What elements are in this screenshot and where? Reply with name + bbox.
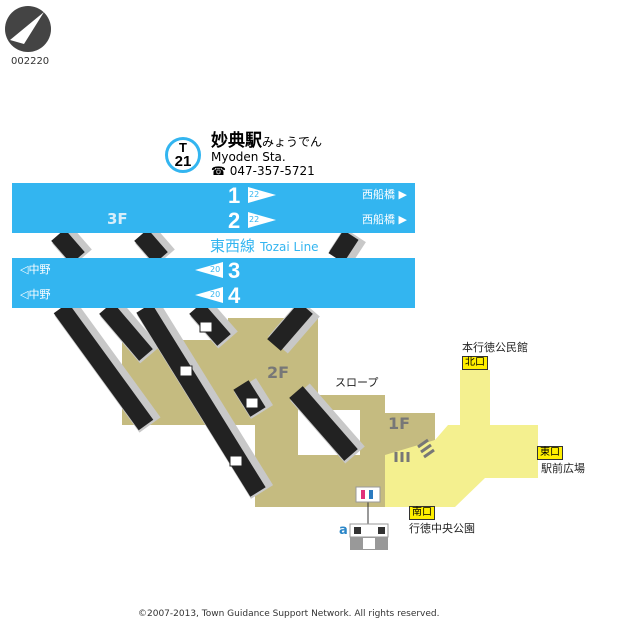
elevator-facility-icons	[349, 523, 389, 550]
phone-number: 047-357-5721	[229, 164, 315, 178]
exit-south: 南口	[409, 506, 435, 520]
station-badge: T 21	[165, 137, 201, 173]
car-count-badge	[248, 187, 276, 203]
line-name-ja: 東西線	[210, 237, 256, 255]
compass-icon	[5, 6, 51, 52]
line-name-en: Tozai Line	[260, 240, 319, 254]
stairs-marks	[394, 438, 435, 462]
floor-2f: 2F	[267, 363, 290, 382]
floor-3f: 3F	[107, 210, 128, 228]
map-id: 002220	[11, 56, 50, 67]
exit-east: 東口	[537, 446, 563, 460]
copyright: ©2007-2013, Town Guidance Support Networ…	[138, 609, 440, 619]
exit-north: 北口	[462, 356, 488, 370]
escalators	[51, 226, 366, 499]
concourse-2f	[122, 318, 435, 507]
station-name-kana: みょうでん	[262, 135, 323, 149]
station-name-ja: 妙典駅	[211, 131, 262, 151]
landmark-north: 本行徳公民館	[462, 341, 528, 354]
toilet-icon	[355, 486, 381, 503]
exit-area-1f	[385, 370, 538, 507]
station-number: 21	[174, 153, 192, 170]
platform-band-upper	[12, 183, 415, 233]
line-code: T	[179, 140, 187, 155]
facility-letter: a	[339, 523, 348, 538]
telephone-icon: ☎	[211, 164, 230, 178]
floor-1f: 1F	[388, 414, 411, 433]
landmark-south: 行徳中央公園	[409, 522, 475, 535]
landmark-east: 駅前広場	[541, 462, 585, 475]
slope-label: スロープ	[335, 376, 379, 389]
station-name-en: Myoden Sta.	[211, 150, 286, 164]
